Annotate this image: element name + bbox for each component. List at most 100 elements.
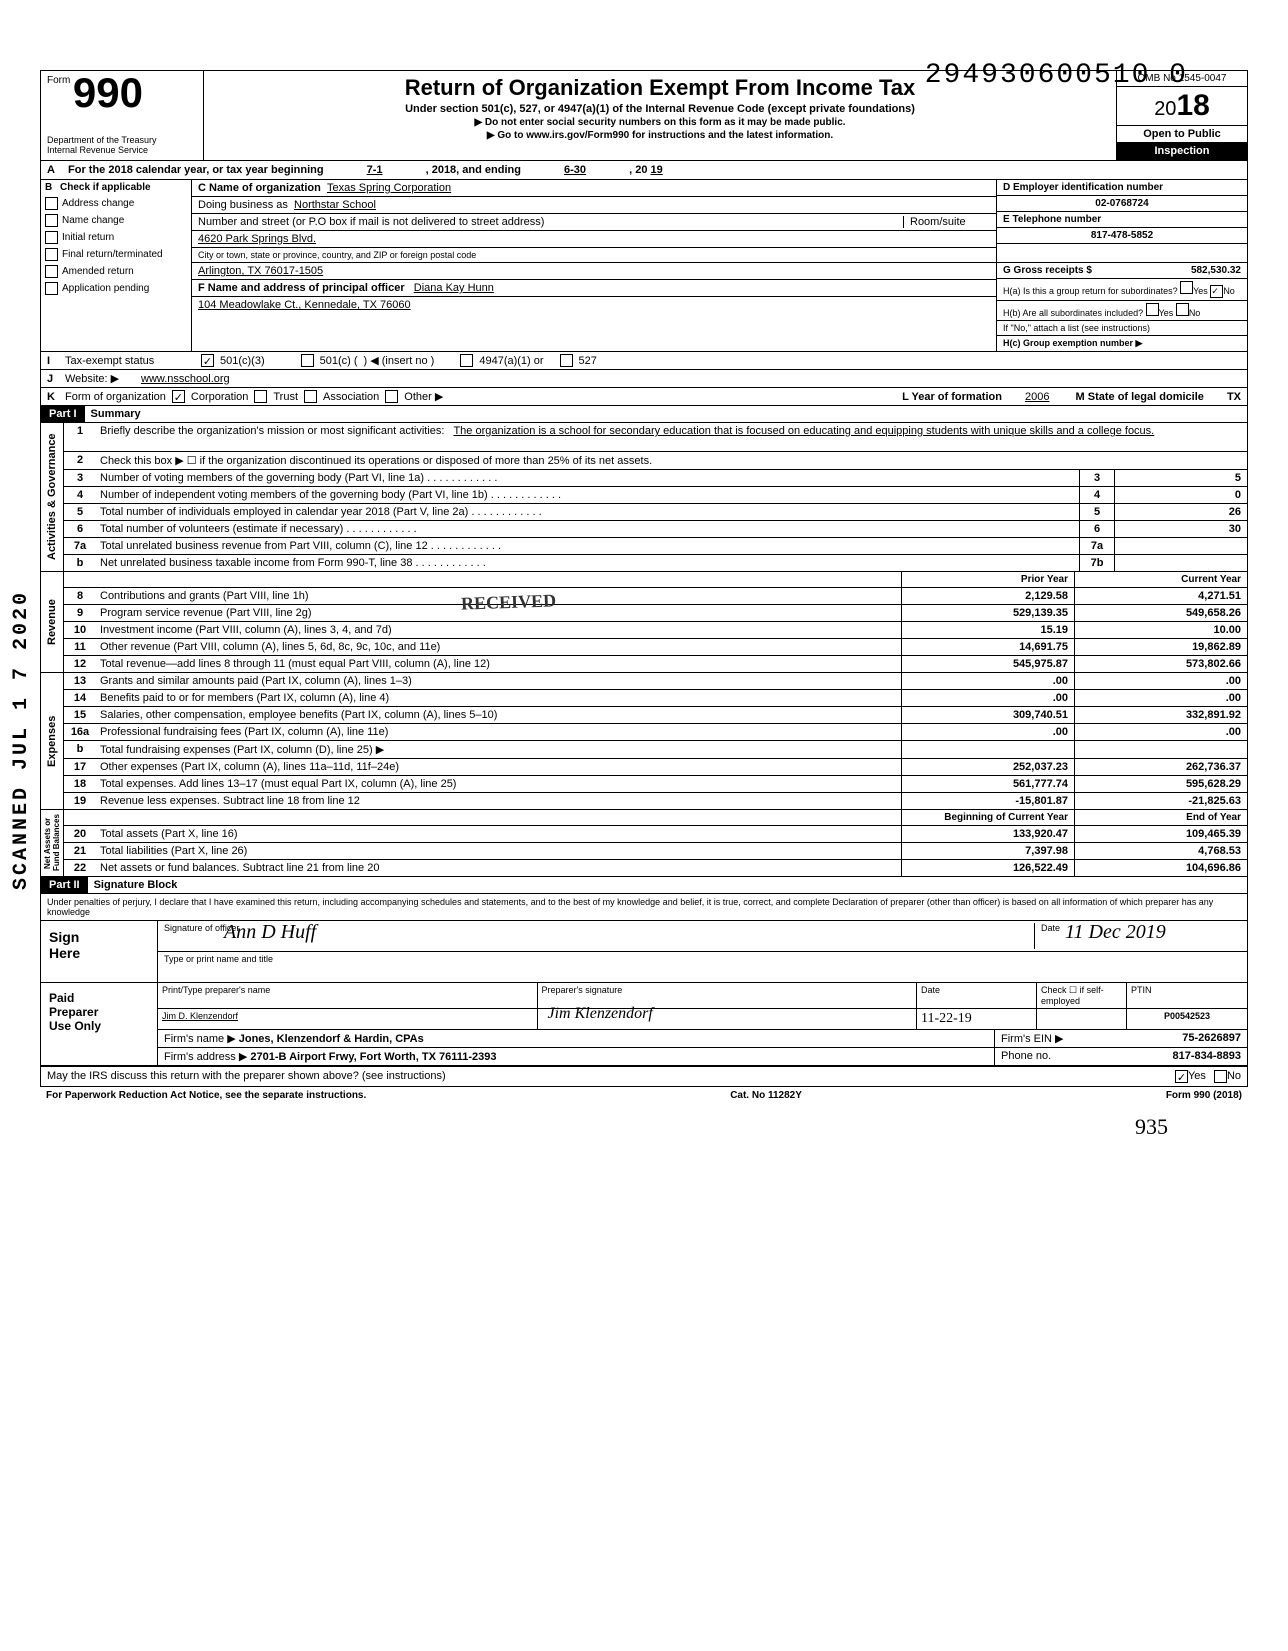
part-ii-header: Part IISignature Block xyxy=(40,877,1248,894)
officer-signature: Ann D Huff xyxy=(224,921,316,944)
cb-assoc[interactable] xyxy=(304,390,317,403)
line-17-current: 262,736.37 xyxy=(1074,759,1247,775)
cb-other[interactable] xyxy=(385,390,398,403)
line-8-current: 4,271.51 xyxy=(1074,588,1247,604)
sign-here-label: Sign Here xyxy=(41,921,158,982)
row-j: J Website: ▶ www.nsschool.org xyxy=(40,370,1248,388)
form-number: 990 xyxy=(73,69,143,117)
line-4-value: 0 xyxy=(1115,487,1247,503)
state-domicile: TX xyxy=(1227,391,1241,403)
cb-ha-no[interactable]: ✓ xyxy=(1210,285,1223,298)
ptin: P00542523 xyxy=(1127,1009,1247,1030)
cb-501c[interactable] xyxy=(301,354,314,367)
firm-name: Jones, Klenzendorf & Hardin, CPAs xyxy=(239,1033,424,1045)
cb-name-change[interactable] xyxy=(45,214,58,227)
sidebar-revenue: Revenue xyxy=(41,572,63,672)
begin-date: 7-1 xyxy=(367,164,383,176)
col-prior-year: Prior Year xyxy=(901,572,1074,587)
line-8-prior: 2,129.58 xyxy=(901,588,1074,604)
line-13-prior: .00 xyxy=(901,673,1074,689)
dept-treasury: Department of the Treasury xyxy=(47,135,197,145)
firm-ein: 75-2626897 xyxy=(1182,1032,1241,1044)
line-22-current: 104,696.86 xyxy=(1074,860,1247,876)
dba: Northstar School xyxy=(294,199,376,211)
line-20-prior: 133,920.47 xyxy=(901,826,1074,842)
mission-text: The organization is a school for seconda… xyxy=(453,425,1154,437)
cb-trust[interactable] xyxy=(254,390,267,403)
line-12-prior: 545,975.87 xyxy=(901,656,1074,672)
telephone: 817-478-5852 xyxy=(997,228,1247,244)
line-18-prior: 561,777.74 xyxy=(901,776,1074,792)
open-public: Open to Public xyxy=(1117,125,1247,142)
cb-527[interactable] xyxy=(560,354,573,367)
line-12-current: 573,802.66 xyxy=(1074,656,1247,672)
cb-final-return[interactable] xyxy=(45,248,58,261)
sidebar-activities: Activities & Governance xyxy=(41,423,63,571)
ein: 02-0768724 xyxy=(997,196,1247,212)
sign-date: 11 Dec 2019 xyxy=(1065,921,1166,944)
row-k: K Form of organization ✓Corporation Trus… xyxy=(40,388,1248,406)
line-14-current: .00 xyxy=(1074,690,1247,706)
org-name: Texas Spring Corporation xyxy=(327,182,451,194)
end-year: 19 xyxy=(651,164,663,176)
cb-ha-yes[interactable] xyxy=(1180,281,1193,294)
line-21-prior: 7,397.98 xyxy=(901,843,1074,859)
cb-4947[interactable] xyxy=(460,354,473,367)
line-11-prior: 14,691.75 xyxy=(901,639,1074,655)
officer-name: Diana Kay Hunn xyxy=(414,282,494,294)
line-18-current: 595,628.29 xyxy=(1074,776,1247,792)
cb-corp[interactable]: ✓ xyxy=(172,390,185,403)
col-eoy: End of Year xyxy=(1074,810,1247,825)
preparer-signature: Jim Klenzendorf xyxy=(548,1005,653,1023)
cb-hb-no[interactable] xyxy=(1176,303,1189,316)
preparer-name: Jim D. Klenzendorf xyxy=(158,1009,538,1030)
line-19-current: -21,825.63 xyxy=(1074,793,1247,809)
city-state-zip: Arlington, TX 76017-1505 xyxy=(198,265,323,277)
line-7b-value xyxy=(1115,555,1247,571)
row-i: I Tax-exempt status ✓501(c)(3) 501(c) ( … xyxy=(40,352,1248,370)
line-15-current: 332,891.92 xyxy=(1074,707,1247,723)
cb-501c3[interactable]: ✓ xyxy=(201,354,214,367)
col-boy: Beginning of Current Year xyxy=(901,810,1074,825)
entity-block: BCheck if applicable Address change Name… xyxy=(40,180,1248,352)
website: www.nsschool.org xyxy=(141,373,230,385)
sidebar-netassets: Net Assets or Fund Balances xyxy=(41,810,63,876)
scanned-stamp: SCANNED JUL 1 7 2020 xyxy=(10,590,33,890)
line-3-value: 5 xyxy=(1115,470,1247,486)
line-10-prior: 15.19 xyxy=(901,622,1074,638)
line-11-current: 19,862.89 xyxy=(1074,639,1247,655)
cb-discuss-yes[interactable]: ✓ xyxy=(1175,1070,1188,1083)
line-6-value: 30 xyxy=(1115,521,1247,537)
col-current-year: Current Year xyxy=(1074,572,1247,587)
cb-hb-yes[interactable] xyxy=(1146,303,1159,316)
line-5-value: 26 xyxy=(1115,504,1247,520)
line-20-current: 109,465.39 xyxy=(1074,826,1247,842)
row-a: A For the 2018 calendar year, or tax yea… xyxy=(40,161,1248,180)
sidebar-expenses: Expenses xyxy=(41,673,63,809)
line-17-prior: 252,037.23 xyxy=(901,759,1074,775)
tax-year: 2018 xyxy=(1117,87,1247,125)
line-9-current: 549,658.26 xyxy=(1074,605,1247,621)
check-applicable-label: Check if applicable xyxy=(60,182,151,193)
end-date: 6-30 xyxy=(564,164,586,176)
year-formation: 2006 xyxy=(1025,391,1049,403)
ein-label: D Employer identification number xyxy=(1003,182,1163,193)
line-14-prior: .00 xyxy=(901,690,1074,706)
form-subtitle: Under section 501(c), 527, or 4947(a)(1)… xyxy=(210,103,1110,115)
cb-discuss-no[interactable] xyxy=(1214,1070,1227,1083)
cb-initial-return[interactable] xyxy=(45,231,58,244)
cb-address-change[interactable] xyxy=(45,197,58,210)
form-footer: For Paperwork Reduction Act Notice, see … xyxy=(40,1087,1248,1104)
paid-preparer-label: Paid Preparer Use Only xyxy=(41,983,158,1065)
line-b-current xyxy=(1074,741,1247,758)
line-7a-value xyxy=(1115,538,1247,554)
firm-phone: 817-834-8893 xyxy=(1172,1050,1241,1062)
cb-amended[interactable] xyxy=(45,265,58,278)
gross-receipts: 582,530.32 xyxy=(1191,265,1241,276)
street-address: 4620 Park Springs Blvd. xyxy=(198,233,316,245)
cb-application-pending[interactable] xyxy=(45,282,58,295)
website-note: ▶ Go to www.irs.gov/Form990 for instruct… xyxy=(210,130,1110,141)
irs-discuss-row: May the IRS discuss this return with the… xyxy=(41,1066,1247,1086)
firm-address: 2701-B Airport Frwy, Fort Worth, TX 7611… xyxy=(250,1051,496,1063)
line-16a-current: .00 xyxy=(1074,724,1247,740)
